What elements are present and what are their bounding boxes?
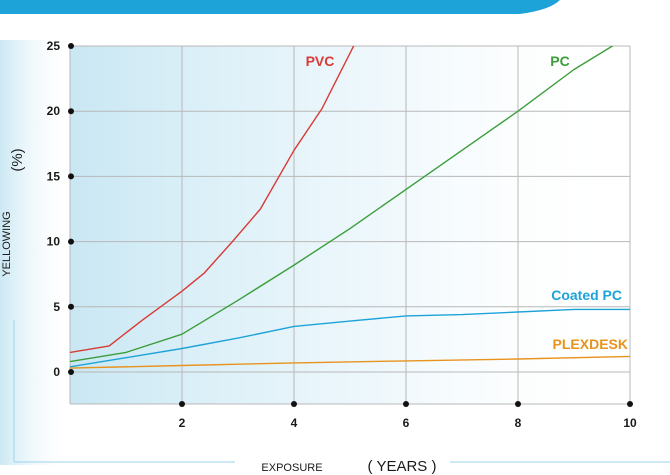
series-labels: PVC PC Coated PC PLEXDESK bbox=[306, 53, 628, 352]
series-lines bbox=[70, 46, 630, 369]
x-tick-dot-6 bbox=[403, 401, 409, 407]
plot-area bbox=[70, 46, 630, 404]
x-tick-dot-4 bbox=[291, 401, 297, 407]
y-tick-label-5: 5 bbox=[53, 300, 60, 314]
x-tick-dot-10 bbox=[627, 401, 633, 407]
y-axis-unit: (%) bbox=[9, 148, 26, 171]
y-tick-label-25: 25 bbox=[47, 39, 61, 53]
series-line-pvc bbox=[70, 46, 355, 354]
y-tick-label-15: 15 bbox=[47, 169, 61, 183]
y-tick-dot-5 bbox=[68, 303, 74, 310]
y-tick-label-0: 0 bbox=[53, 365, 60, 379]
series-line-coated-pc bbox=[70, 308, 630, 368]
y-axis-label: YELLOWING bbox=[1, 211, 13, 276]
x-tick-label-6: 6 bbox=[403, 416, 410, 430]
x-tick-dot-2 bbox=[179, 401, 185, 407]
x-tick-label-4: 4 bbox=[291, 416, 298, 430]
x-tick-label-10: 10 bbox=[623, 416, 637, 430]
series-label-pc: PC bbox=[550, 53, 569, 69]
y-tick-dot-10 bbox=[68, 238, 74, 245]
grid bbox=[69, 45, 631, 405]
x-axis-label: EXPOSURE bbox=[261, 462, 322, 474]
y-tick-dot-25 bbox=[68, 43, 74, 49]
x-tick-label-2: 2 bbox=[179, 416, 186, 430]
banner-shape bbox=[0, 0, 560, 14]
y-tick-dot-0 bbox=[68, 369, 74, 375]
axis-ticks: 0 5 10 15 20 25 2 4 6 8 10 bbox=[47, 39, 637, 430]
series-label-plexdesk: PLEXDESK bbox=[553, 336, 628, 352]
left-shade-band bbox=[0, 40, 72, 465]
series-line-pc bbox=[70, 46, 614, 363]
y-tick-dot-15 bbox=[68, 173, 74, 180]
top-banner bbox=[0, 0, 560, 14]
y-tick-label-10: 10 bbox=[47, 235, 61, 249]
series-label-coated-pc: Coated PC bbox=[551, 287, 622, 303]
x-axis-unit: ( YEARS ) bbox=[368, 458, 437, 475]
series-line-plexdesk bbox=[70, 355, 630, 369]
y-tick-dot-20 bbox=[68, 108, 74, 115]
y-tick-label-20: 20 bbox=[47, 104, 61, 118]
series-label-pvc: PVC bbox=[306, 53, 335, 69]
x-tick-label-8: 8 bbox=[515, 416, 522, 430]
x-tick-dot-8 bbox=[515, 401, 521, 407]
